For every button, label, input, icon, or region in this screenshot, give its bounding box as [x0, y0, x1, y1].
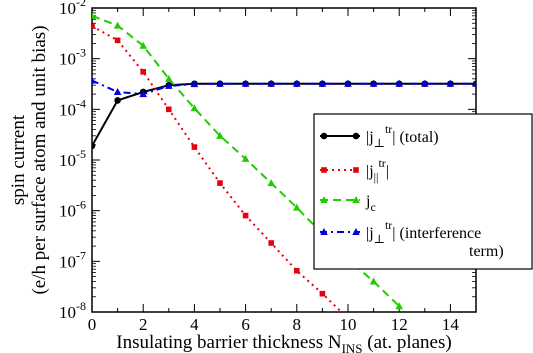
- data-point: [395, 302, 403, 310]
- data-point: [92, 23, 95, 29]
- data-point: [472, 79, 476, 87]
- y-tick-label: 10-3: [59, 46, 86, 69]
- legend-entry: jc: [365, 193, 376, 214]
- data-point: [165, 81, 173, 89]
- legend-entry: |j||tr|: [366, 156, 389, 184]
- legend-entry-cont: term): [469, 243, 504, 260]
- y-tick-label: 10-8: [59, 299, 86, 322]
- data-point: [319, 290, 326, 297]
- data-point: [369, 277, 378, 285]
- data-point: [190, 104, 199, 112]
- data-point: [320, 228, 328, 235]
- tick-labels: 0 2 4 6 8 10 12 14 10-8 10-7 10-6 10-5 10-4 10-3 10-2: [59, 0, 459, 334]
- x-axis-label: Insulating barrier thickness NINS (at. p…: [116, 332, 451, 353]
- data-point: [353, 167, 359, 173]
- x-tick-label: 2: [139, 315, 148, 334]
- data-point: [294, 268, 300, 274]
- legend-entry: |j⊥tr| (interference: [366, 218, 481, 246]
- data-point: [320, 132, 328, 140]
- series-line: [92, 79, 476, 96]
- axis-labels: Insulating barrier thickness NINS (at. p…: [8, 25, 452, 353]
- data-point: [165, 74, 173, 82]
- data-point: [241, 79, 250, 87]
- data-point: [92, 11, 96, 19]
- data-point: [344, 79, 352, 87]
- data-point: [352, 228, 360, 235]
- y-tick-label: 10-2: [59, 0, 86, 18]
- data-point: [190, 80, 199, 88]
- x-tick-label: 0: [88, 315, 97, 334]
- series-4: [92, 76, 476, 98]
- data-point: [267, 179, 275, 187]
- data-point: [166, 106, 172, 113]
- data-point: [139, 90, 147, 98]
- data-point: [395, 79, 403, 87]
- data-point: [216, 131, 224, 139]
- y-tick-label: 10-4: [59, 96, 86, 119]
- y-axis-label: spin current: [8, 114, 29, 205]
- data-point: [242, 212, 249, 219]
- y-axis-label-line2: (e/h per surface atom and unit bias): [29, 25, 50, 294]
- data-point: [139, 41, 147, 49]
- data-point: [114, 97, 121, 104]
- data-point: [321, 167, 327, 173]
- data-point: [352, 196, 360, 203]
- data-series: [92, 11, 476, 312]
- y-tick-label: 10-7: [59, 248, 86, 271]
- series-line: [92, 25, 343, 312]
- data-point: [113, 21, 122, 29]
- data-point: [114, 37, 121, 44]
- data-point: [92, 76, 96, 84]
- x-tick-label: 12: [391, 315, 408, 334]
- y-tick-label: 10-5: [59, 147, 86, 170]
- data-point: [293, 79, 301, 87]
- legend: |j⊥tr| (total) |j||tr| jc |j⊥tr| (interfere…: [313, 113, 533, 270]
- legend-entry: |j⊥tr| (total): [366, 122, 439, 150]
- x-tick-label: 14: [442, 315, 460, 334]
- data-point: [421, 79, 429, 87]
- x-tick-label: 10: [340, 315, 357, 334]
- data-point: [216, 79, 224, 87]
- data-point: [352, 132, 360, 140]
- data-point: [268, 240, 274, 246]
- legend-box: [313, 113, 533, 270]
- data-point: [267, 79, 275, 87]
- data-point: [446, 79, 455, 87]
- data-point: [320, 196, 328, 203]
- data-point: [191, 144, 198, 150]
- data-point: [113, 87, 122, 95]
- x-tick-label: 4: [190, 315, 199, 334]
- data-point: [92, 142, 96, 150]
- series-2: [92, 23, 343, 312]
- data-point: [293, 203, 301, 211]
- y-tick-label: 10-6: [59, 198, 86, 221]
- data-point: [318, 79, 327, 87]
- x-tick-label: 8: [293, 315, 302, 334]
- data-point: [217, 180, 223, 186]
- x-tick-label: 6: [241, 315, 250, 334]
- data-point: [369, 79, 378, 87]
- data-point: [241, 154, 250, 162]
- data-point: [140, 69, 146, 75]
